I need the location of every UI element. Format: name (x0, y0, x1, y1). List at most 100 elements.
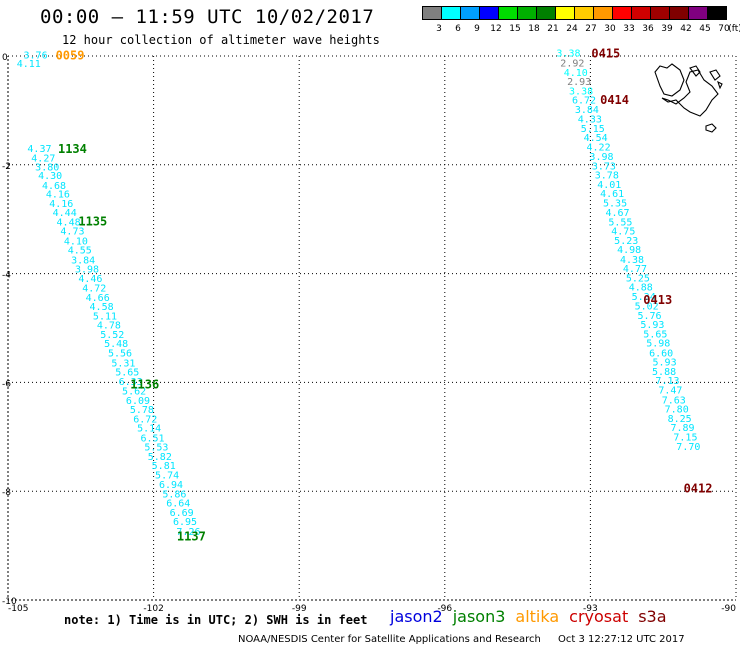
wave-height-value: 8.25 (668, 414, 692, 425)
wave-height-value: 4.27 (31, 154, 55, 165)
wave-height-value: 5.76 (637, 311, 661, 322)
scale-label: 30 (604, 24, 616, 34)
lon-tick-label: -93 (583, 604, 598, 614)
scale-label: 21 (547, 24, 559, 34)
wave-height-value: 5.52 (100, 330, 124, 341)
wave-height-value: 7.26 (176, 527, 200, 538)
wave-height-value: 3.73 (592, 161, 616, 172)
units-note: note: 1) Time is in UTC; 2) SWH is in fe… (64, 613, 368, 627)
pass-time-label: 0413 (643, 293, 672, 307)
wave-height-value: 3.98 (589, 152, 613, 163)
lon-tick-label: -99 (292, 604, 307, 614)
wave-height-value: 4.73 (60, 227, 84, 238)
wave-height-value: 5.82 (148, 452, 172, 463)
pass-time-label: 0415 (591, 47, 620, 61)
wave-height-value: 4.33 (578, 115, 602, 126)
scale-label: 12 (490, 24, 502, 34)
wave-height-value: 3.84 (71, 255, 95, 266)
wave-height-value: 4.22 (587, 142, 611, 153)
wave-height-value: 5.86 (162, 489, 186, 500)
scale-label: 45 (699, 24, 711, 34)
wave-height-value: 3.84 (575, 105, 599, 116)
scale-label: 70 (718, 24, 730, 34)
wave-height-value: 5.15 (581, 124, 605, 135)
wave-height-value: 7.89 (670, 423, 694, 434)
wave-height-value: 5.93 (653, 358, 677, 369)
wave-height-value: 3.78 (595, 171, 619, 182)
wave-height-value: 6.72 (572, 96, 596, 107)
wave-height-value: 4.78 (97, 321, 121, 332)
wave-height-value: 2.92 (560, 59, 584, 70)
wave-height-value: 2.93 (567, 77, 591, 88)
lon-tick-label: -102 (143, 604, 163, 614)
wave-height-value: 6.60 (649, 348, 673, 359)
map-title: 00:00 – 11:59 UTC 10/02/2017 (40, 6, 375, 28)
wave-height-value: 5.34 (632, 292, 656, 303)
wave-height-value: 5.74 (155, 470, 179, 481)
wave-height-value: 4.10 (64, 236, 88, 247)
lat-tick-label: -2 (2, 162, 11, 172)
lat-tick-label: 0 (2, 53, 8, 63)
wave-height-value: 7.70 (676, 442, 700, 453)
pass-time-label: 1134 (58, 142, 87, 156)
wave-height-value: 5.53 (144, 443, 168, 454)
wave-height-value: 6.95 (173, 517, 197, 528)
wave-height-value: 7.15 (673, 432, 697, 443)
wave-height-value: 7.80 (665, 405, 689, 416)
wave-height-readings: 3.764.1100594.374.273.804.304.684.164.16… (17, 47, 713, 544)
scale-label: 36 (642, 24, 654, 34)
wave-height-value: 6.64 (166, 499, 190, 510)
wave-height-value: 5.65 (115, 368, 139, 379)
lon-tick-label: -96 (437, 604, 452, 614)
wave-height-value: 4.46 (78, 274, 102, 285)
scale-label: 9 (474, 24, 480, 34)
wave-height-value: 4.01 (597, 180, 621, 191)
scale-label: 27 (585, 24, 597, 34)
wave-height-value: 4.11 (17, 59, 41, 70)
wave-height-value: 4.54 (584, 133, 608, 144)
satellite-legend-item: altika (515, 607, 560, 626)
scale-label: 42 (680, 24, 692, 34)
wave-height-value: 4.30 (38, 171, 62, 182)
wave-height-value: 4.44 (53, 208, 77, 219)
scale-label: 18 (528, 24, 540, 34)
pass-time-label: 1136 (130, 377, 159, 391)
wave-height-value: 6.33 (119, 377, 143, 388)
scale-label: 39 (661, 24, 673, 34)
wave-height-value: 4.72 (82, 284, 106, 295)
wave-height-value: 5.55 (608, 217, 632, 228)
wave-height-value: 4.58 (90, 302, 114, 313)
wave-height-value: 3.38 (569, 86, 593, 97)
pass-time-label: 0059 (56, 48, 85, 62)
wave-height-value: 5.93 (640, 320, 664, 331)
wave-height-value: 4.98 (617, 245, 641, 256)
wave-height-value: 5.25 (626, 273, 650, 284)
wave-height-value: 3.98 (75, 265, 99, 276)
wave-height-value: 7.63 (662, 395, 686, 406)
scale-label: 6 (455, 24, 461, 34)
wave-height-value: 6.09 (126, 396, 150, 407)
wave-height-value: 5.65 (643, 329, 667, 340)
wave-height-value: 4.37 (27, 144, 51, 155)
wave-height-value: 5.35 (603, 198, 627, 209)
satellite-legend-item: cryosat (569, 607, 629, 626)
scale-label: 33 (623, 24, 635, 34)
lon-tick-label: -105 (8, 604, 28, 614)
wave-height-value: 7.13 (655, 376, 679, 387)
galapagos-coastline (654, 63, 723, 133)
lat-tick-label: -4 (2, 271, 11, 281)
wave-height-value: 4.16 (46, 190, 70, 201)
wave-height-value: 5.88 (652, 367, 676, 378)
wave-height-value: 4.75 (611, 227, 635, 238)
satellite-legend-item: s3a (638, 607, 667, 626)
wave-height-value: 5.02 (635, 302, 659, 313)
satellite-legend: jason2 jason3 altika cryosat s3a (390, 607, 677, 626)
lat-tick-label: -8 (2, 488, 11, 498)
wave-height-value: 5.11 (93, 311, 117, 322)
wave-height-value: 4.16 (49, 199, 73, 210)
wave-height-value: 6.69 (170, 508, 194, 519)
scale-swatch (707, 6, 727, 20)
wave-height-value: 4.48 (57, 217, 81, 228)
lat-tick-label: -6 (2, 379, 11, 389)
wave-height-value: 6.51 (140, 433, 164, 444)
